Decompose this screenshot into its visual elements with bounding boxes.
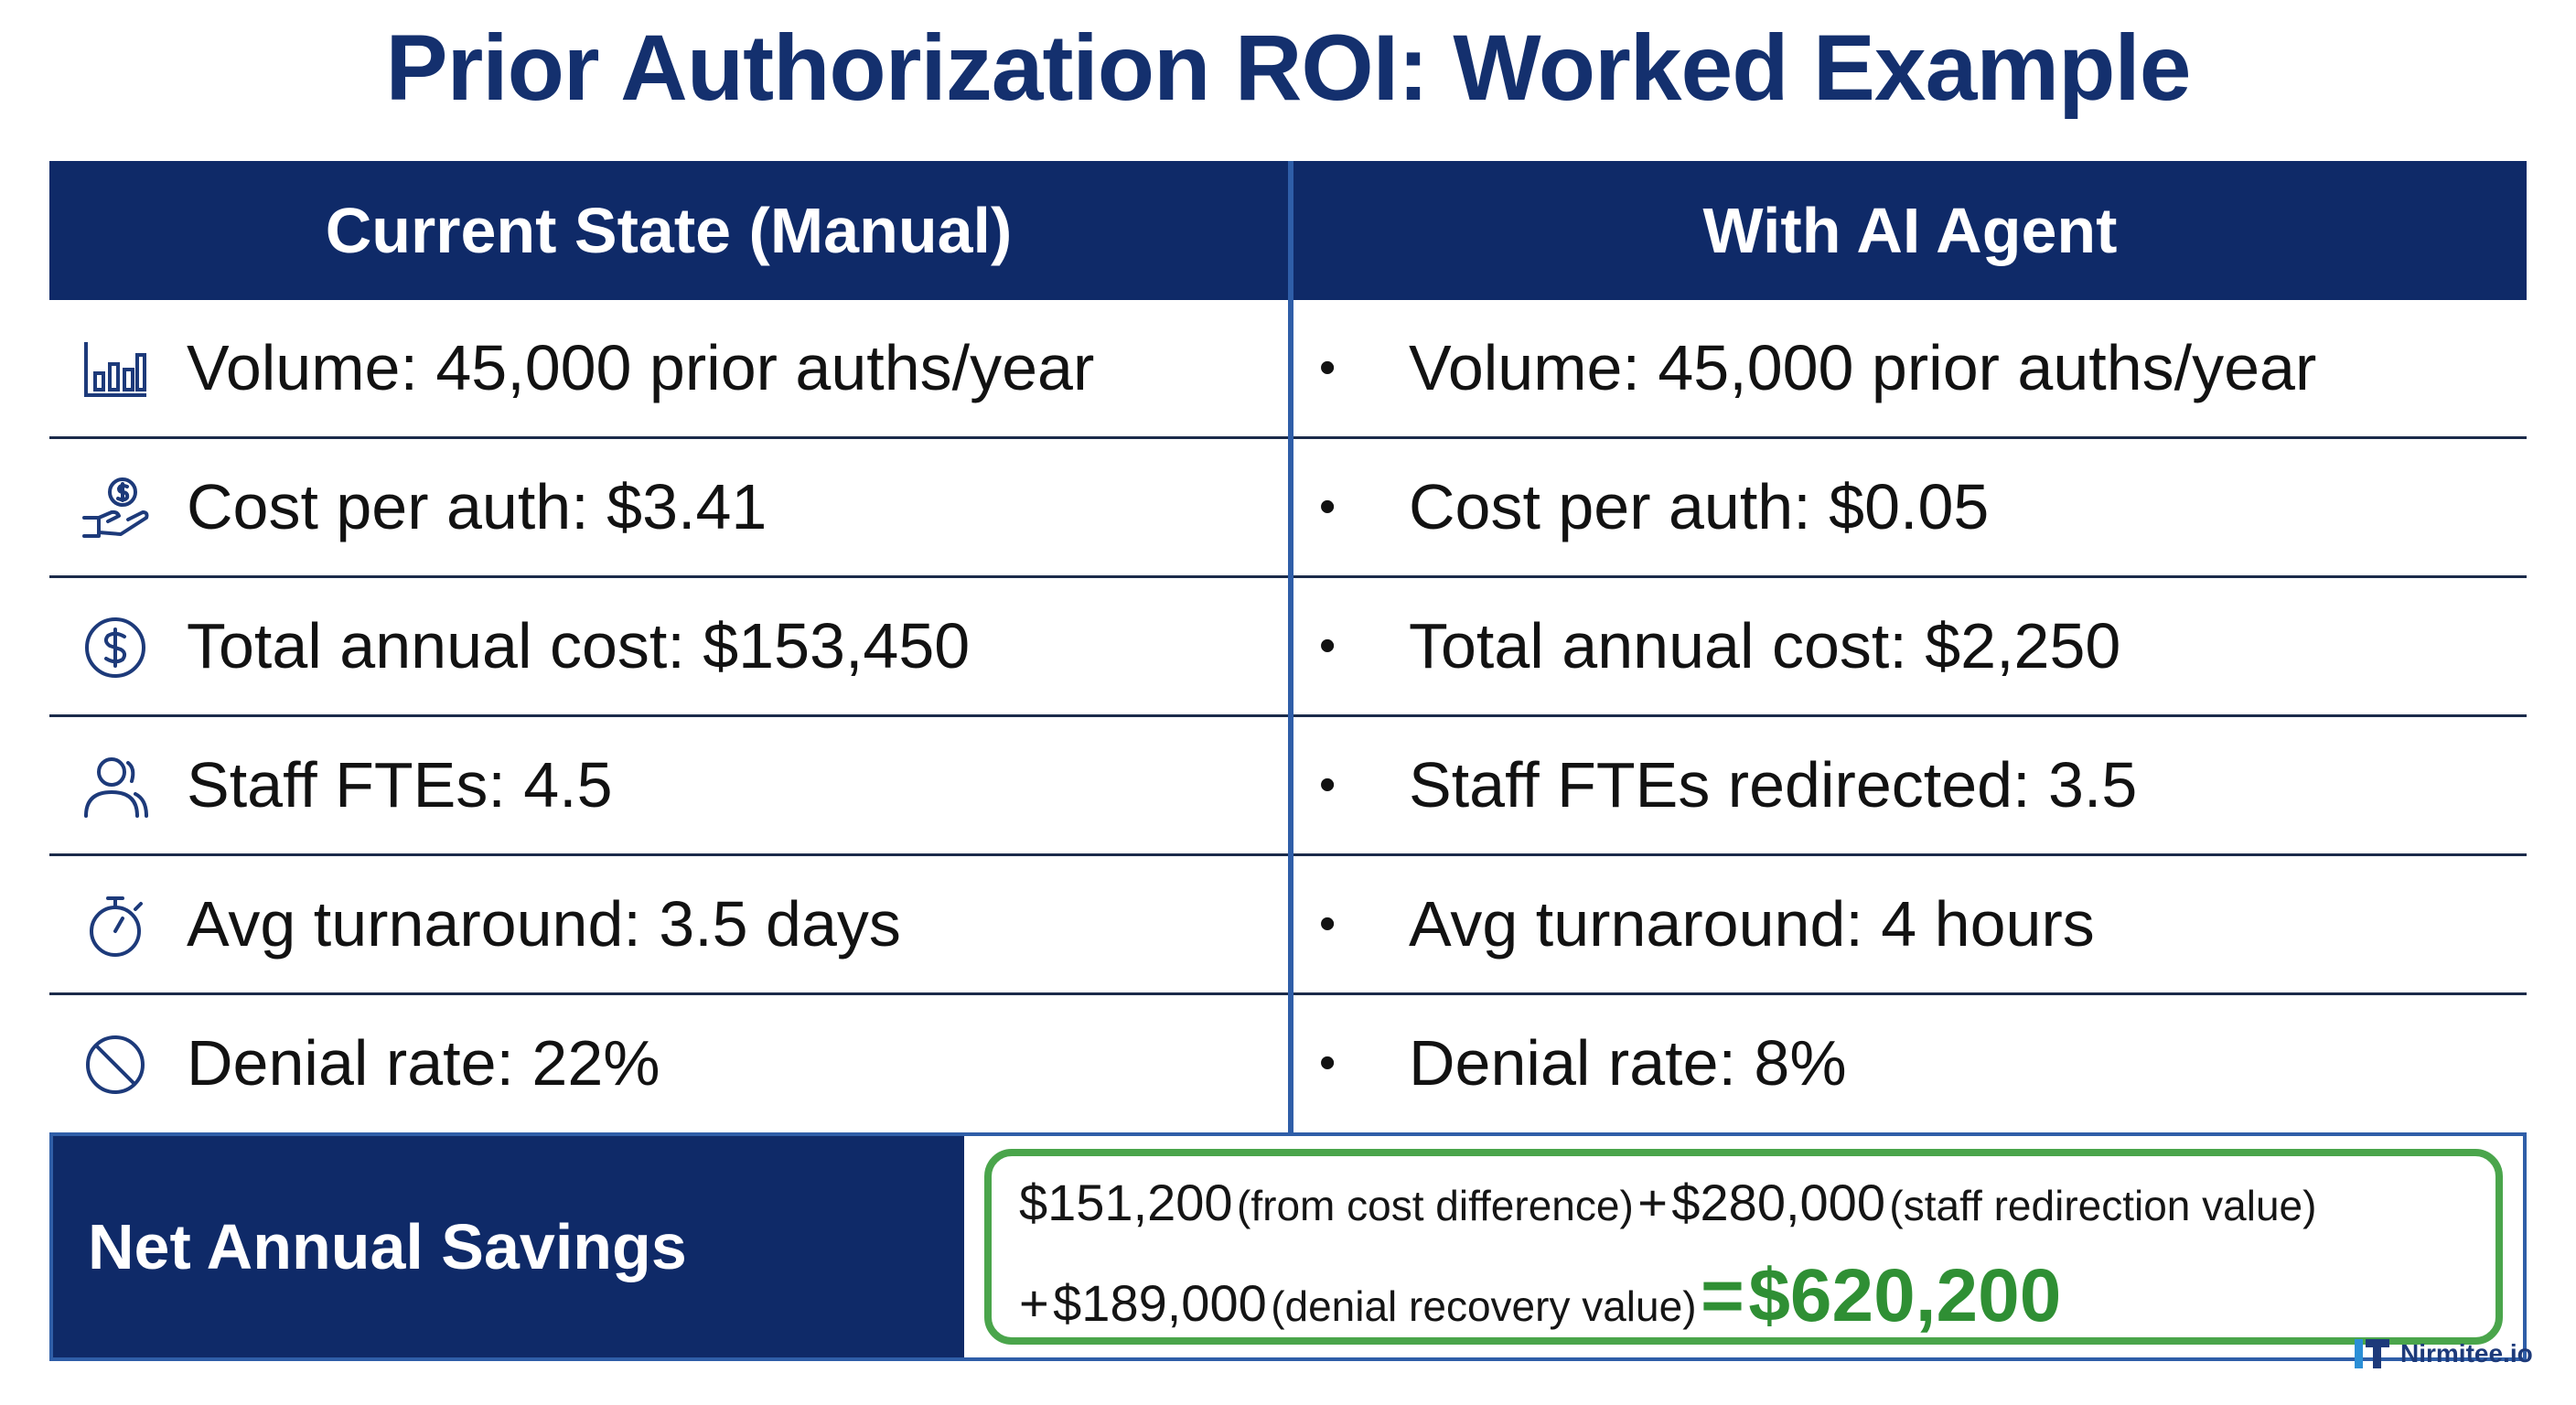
savings-label: Net Annual Savings <box>53 1136 964 1357</box>
staff-redirection-note: (staff redirection value) <box>1889 1182 2317 1229</box>
table-row: Denial rate: 22% • Denial rate: 8% <box>49 995 2527 1134</box>
current-total-cost: Total annual cost: $153,450 <box>187 610 971 681</box>
dollar-circle-icon <box>80 615 152 681</box>
column-header-current: Current State (Manual) <box>325 195 1013 266</box>
comparison-table: Current State (Manual) With AI Agent Vol… <box>49 161 2527 1132</box>
denial-recovery-value: $189,000 <box>1053 1274 1267 1332</box>
ai-cost-per-auth: Cost per auth: $0.05 <box>1409 471 1990 542</box>
current-staff-ftes: Staff FTEs: 4.5 <box>187 749 613 820</box>
ai-turnaround: Avg turnaround: 4 hours <box>1409 888 2095 960</box>
current-turnaround: Avg turnaround: 3.5 days <box>187 888 901 960</box>
denial-recovery-note: (denial recovery value) <box>1271 1282 1697 1330</box>
hand-coin-icon <box>80 476 152 542</box>
savings-footer: Net Annual Savings $151,200 (from cost d… <box>49 1132 2527 1361</box>
bullet: • <box>1319 619 1336 672</box>
staff-redirection-value: $280,000 <box>1671 1174 1885 1231</box>
bullet: • <box>1319 758 1336 811</box>
ai-volume: Volume: 45,000 prior auths/year <box>1409 332 2317 403</box>
column-header-ai: With AI Agent <box>1702 195 2118 266</box>
brand-logo-icon <box>2353 1335 2393 1372</box>
table-row: Volume: 45,000 prior auths/year • Volume… <box>49 300 2527 439</box>
savings-line-1: $151,200 (from cost difference) + $280,0… <box>1019 1173 2316 1232</box>
prohibited-icon <box>80 1032 152 1098</box>
equals-sign: = <box>1700 1254 1744 1337</box>
stopwatch-icon <box>80 893 152 959</box>
page-title: Prior Authorization ROI: Worked Example <box>385 16 2192 120</box>
ai-denial-rate: Denial rate: 8% <box>1409 1027 1847 1099</box>
net-savings-total: $620,200 <box>1748 1254 2062 1337</box>
ai-total-cost: Total annual cost: $2,250 <box>1409 610 2121 681</box>
savings-line-2: + $189,000 (denial recovery value) = $62… <box>1019 1253 2061 1339</box>
current-denial-rate: Denial rate: 22% <box>187 1027 660 1099</box>
cost-difference-note: (from cost difference) <box>1237 1182 1634 1229</box>
table-row: Avg turnaround: 3.5 days • Avg turnaroun… <box>49 856 2527 995</box>
bullet: • <box>1319 480 1336 533</box>
cost-difference-value: $151,200 <box>1019 1174 1233 1231</box>
bullet: • <box>1319 1036 1336 1089</box>
bullet: • <box>1319 341 1336 394</box>
current-cost-per-auth: Cost per auth: $3.41 <box>187 471 767 542</box>
person-icon <box>80 754 152 820</box>
column-divider <box>1288 161 1293 1132</box>
savings-calculation-box: $151,200 (from cost difference) + $280,0… <box>984 1149 2503 1345</box>
ai-staff-ftes: Staff FTEs redirected: 3.5 <box>1409 749 2138 820</box>
plus-sign: + <box>1019 1274 1049 1332</box>
brand-name: Nirmitee.io <box>2400 1339 2533 1367</box>
bullet: • <box>1319 897 1336 950</box>
plus-sign: + <box>1637 1174 1668 1231</box>
bar-chart-icon <box>80 337 152 402</box>
current-volume: Volume: 45,000 prior auths/year <box>187 332 1095 403</box>
